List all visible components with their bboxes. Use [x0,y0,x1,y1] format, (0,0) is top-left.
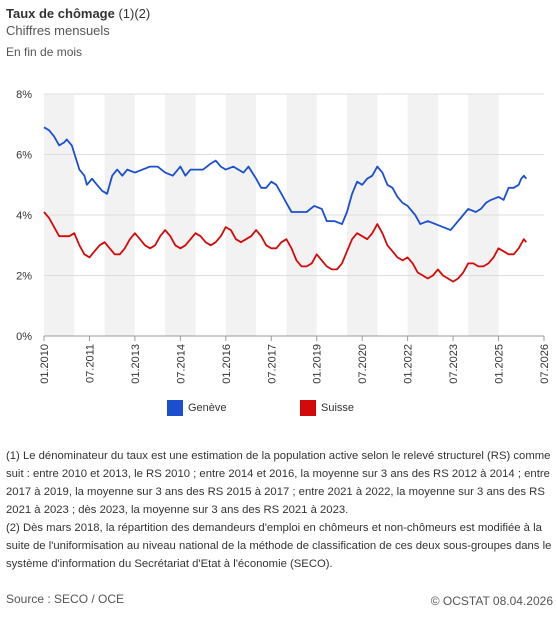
legend-item-geneve[interactable]: Genève [167,400,227,416]
footnotes: (1) Le dénominateur du taux est une esti… [6,447,552,573]
x-tick-label-4: 01.2016 [221,344,233,384]
x-tick-label-6: 01.2019 [312,344,324,384]
x-tick-label-2: 01.2013 [130,344,142,384]
chart-title-refs: (1)(2) [114,6,151,21]
source-note: Source : SECO / OCE [6,592,125,606]
legend-item-suisse[interactable]: Suisse [300,400,354,416]
series-line-suisse [43,211,527,283]
legend-swatch-geneve [167,400,183,416]
chart-title-main: Taux de chômage [6,6,115,21]
x-axis: 01.2010 07.2011 01.2013 07.2014 01.2016 07.20… [39,336,551,384]
x-tick-label-10: 01.2025 [494,344,506,384]
y-axis: 0% 2% 4% 6% 8% [16,89,32,343]
x-tick-label-5: 07.2017 [266,344,278,384]
chart-title: Taux de chômage (1)(2) [6,6,150,21]
x-tick-label-9: 07.2023 [448,344,460,384]
legend-swatch-suisse [300,400,316,416]
line-chart: 0%2%4%6%8% 01.2010 07.2011 01.2013 07.2014 0… [16,89,551,384]
x-tick-label-1: 07.2011 [84,344,96,383]
x-tick-label-0: 01.2010 [39,344,51,384]
x-tick-label-8: 01.2022 [403,344,415,384]
y-tick-label-3: 6% [16,150,32,162]
copyright-note: © OCSTAT 08.04.2026 [430,594,553,608]
legend-label-suisse: Suisse [321,402,355,414]
y-tick-label-4: 8% [16,89,32,101]
footnote-2: (2) Dès mars 2018, la répartition des de… [6,522,552,570]
x-tick-label-11: 07.2026 [539,344,551,384]
footnote-1: (1) Le dénominateur du taux est une esti… [6,450,551,516]
x-tick-label-7: 07.2020 [357,344,369,384]
unit-note: En fin de mois [6,45,83,59]
y-tick-label-0: 0% [16,331,32,343]
y-tick-label-2: 4% [16,210,32,222]
series-lines [43,126,527,283]
x-tick-label-3: 07.2014 [175,344,187,384]
y-tick-label-1: 2% [16,271,32,283]
legend-label-geneve: Genève [188,402,227,414]
chart-subtitle: Chiffres mensuels [6,23,110,38]
series-line-geneve [43,126,527,232]
